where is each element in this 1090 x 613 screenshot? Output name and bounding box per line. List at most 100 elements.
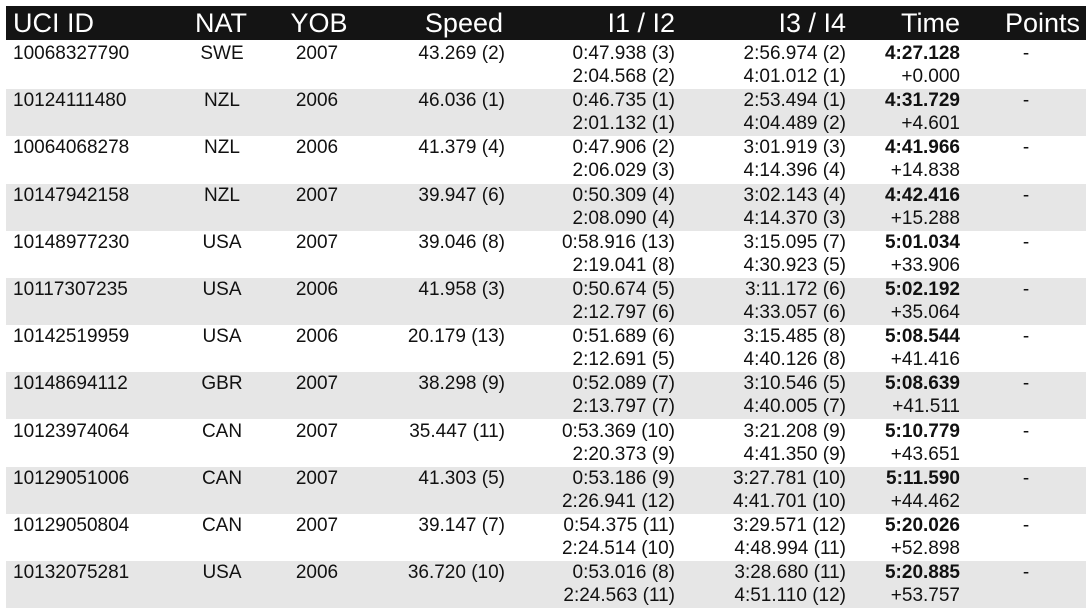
speed-cell: 39.046 (8)	[418, 231, 505, 253]
intermediate-3-cell: 3:02.143 (4)	[743, 184, 846, 206]
table-row: 10147942158 NZL 2007 39.947 (6) 0:50.309 (4)…	[6, 183, 1086, 231]
nat-cell: NZL	[204, 137, 240, 159]
intermediate-2-cell: 2:20.373 (9)	[572, 443, 675, 465]
uci-id-cell: 10129051006	[13, 467, 130, 489]
speed-cell: 43.269 (2)	[418, 43, 505, 64]
gap-cell: +35.064	[890, 302, 960, 323]
header-speed: Speed	[424, 8, 503, 38]
table-row: 10129051006 CAN 2007 41.303 (5) 0:53.186 (9)…	[6, 466, 1086, 514]
speed-cell: 36.720 (10)	[407, 562, 505, 584]
intermediate-4-cell: 4:14.396 (4)	[743, 160, 846, 182]
speed-cell: 38.298 (9)	[418, 373, 505, 395]
intermediate-3-cell: 2:53.494 (1)	[743, 90, 846, 112]
table-row: 10064068278 NZL 2006 41.379 (4) 0:47.906 (2)…	[6, 136, 1086, 183]
yob-cell: 2007	[295, 515, 339, 536]
yob-cell: 2006	[295, 326, 339, 348]
intermediate-4-cell: 4:41.701 (10)	[732, 490, 846, 512]
yob-cell: 2007	[295, 420, 339, 442]
gap-cell: +53.757	[890, 585, 960, 607]
intermediate-1-cell: 0:50.309 (4)	[572, 184, 675, 206]
uci-id-cell: 10148977230	[13, 231, 130, 253]
time-cell: 4:31.729	[884, 90, 960, 112]
yob-cell: 2006	[295, 90, 339, 112]
yob-cell: 2007	[295, 184, 339, 206]
yob-cell: 2006	[295, 137, 339, 159]
intermediate-2-cell: 2:19.041 (8)	[572, 254, 675, 276]
points-cell: -	[1022, 420, 1030, 442]
intermediate-3-cell: 3:28.680 (11)	[734, 562, 846, 584]
speed-cell: 41.379 (4)	[418, 137, 505, 159]
header-i1-i2: I1 / I2	[607, 8, 675, 38]
table-row: 10148977230 USA 2007 39.046 (8) 0:58.916 (13…	[6, 231, 1086, 278]
intermediate-4-cell: 4:30.923 (5)	[743, 254, 846, 276]
intermediate-4-cell: 4:51.110 (12)	[734, 585, 846, 607]
intermediate-1-cell: 0:58.916 (13)	[561, 231, 675, 253]
yob-cell: 2007	[295, 43, 339, 64]
nat-cell: SWE	[200, 43, 244, 64]
nat-cell: USA	[202, 231, 242, 253]
speed-cell: 39.147 (7)	[418, 515, 505, 536]
uci-id-cell: 10068327790	[13, 43, 130, 64]
gap-cell: +33.906	[890, 254, 960, 276]
header-i3-i4: I3 / I4	[778, 8, 846, 38]
intermediate-1-cell: 0:47.906 (2)	[572, 137, 675, 159]
intermediate-3-cell: 3:21.208 (9)	[743, 420, 846, 442]
time-cell: 4:27.128	[884, 43, 960, 64]
intermediate-2-cell: 2:08.090 (4)	[572, 207, 675, 229]
intermediate-2-cell: 2:12.797 (6)	[572, 302, 675, 323]
uci-id-cell: 10142519959	[13, 326, 130, 348]
intermediate-3-cell: 3:15.485 (8)	[743, 326, 846, 348]
time-cell: 5:08.544	[884, 326, 960, 348]
table-row: 10129050804 CAN 2007 39.147 (7) 0:54.375 (11…	[6, 514, 1086, 561]
gap-cell: +44.462	[890, 490, 960, 512]
time-cell: 5:20.885	[884, 562, 960, 584]
table-row: 10068327790 SWE 2007 43.269 (2) 0:47.938 (3)…	[6, 42, 1086, 89]
points-cell: -	[1022, 231, 1030, 253]
intermediate-1-cell: 0:53.186 (9)	[572, 467, 675, 489]
uci-id-cell: 10147942158	[13, 184, 130, 206]
intermediate-4-cell: 4:48.994 (11)	[734, 538, 846, 559]
nat-cell: GBR	[201, 373, 243, 395]
intermediate-1-cell: 0:53.016 (8)	[572, 562, 675, 584]
gap-cell: +52.898	[890, 538, 960, 559]
points-cell: -	[1022, 373, 1030, 395]
intermediate-2-cell: 2:01.132 (1)	[572, 113, 675, 135]
intermediate-4-cell: 4:04.489 (2)	[743, 113, 846, 135]
uci-id-cell: 10129050804	[13, 515, 130, 536]
time-cell: 5:08.639	[884, 373, 960, 395]
gap-cell: +0.000	[901, 66, 960, 87]
intermediate-2-cell: 2:04.568 (2)	[572, 66, 675, 87]
table-row: 10132075281 USA 2006 36.720 (10) 0:53.016 (8…	[6, 561, 1086, 609]
intermediate-2-cell: 2:13.797 (7)	[572, 396, 675, 418]
points-cell: -	[1022, 90, 1030, 112]
uci-id-cell: 10124111480	[13, 90, 127, 112]
yob-cell: 2007	[295, 231, 339, 253]
intermediate-2-cell: 2:26.941 (12)	[561, 490, 675, 512]
intermediate-4-cell: 4:14.370 (3)	[743, 207, 846, 229]
points-cell: -	[1022, 326, 1030, 348]
intermediate-4-cell: 4:40.126 (8)	[743, 349, 846, 371]
intermediate-1-cell: 0:51.689 (6)	[572, 326, 675, 348]
intermediate-3-cell: 3:11.172 (6)	[744, 279, 846, 300]
intermediate-1-cell: 0:52.089 (7)	[572, 373, 675, 395]
points-cell: -	[1022, 562, 1030, 584]
uci-id-cell: 10117307235	[13, 279, 128, 300]
intermediate-1-cell: 0:53.369 (10)	[561, 420, 675, 442]
intermediate-2-cell: 2:12.691 (5)	[572, 349, 675, 371]
intermediate-4-cell: 4:33.057 (6)	[743, 302, 846, 323]
intermediate-4-cell: 4:41.350 (9)	[743, 443, 846, 465]
table-row: 10142519959 USA 2006 20.179 (13) 0:51.689 (6…	[6, 325, 1086, 372]
points-cell: -	[1022, 184, 1030, 206]
time-cell: 5:10.779	[884, 420, 960, 442]
header-points: Points	[1004, 8, 1080, 38]
intermediate-3-cell: 3:29.571 (12)	[732, 515, 846, 536]
points-cell: -	[1022, 43, 1030, 64]
intermediate-1-cell: 0:50.674 (5)	[572, 279, 675, 300]
nat-cell: USA	[202, 326, 242, 348]
intermediate-3-cell: 2:56.974 (2)	[743, 43, 846, 64]
speed-cell: 20.179 (13)	[407, 326, 505, 348]
table-row: 10124111480 NZL 2006 46.036 (1) 0:46.735 (1)…	[6, 89, 1086, 137]
time-cell: 4:41.966	[884, 137, 960, 159]
gap-cell: +14.838	[890, 160, 960, 182]
intermediate-4-cell: 4:40.005 (7)	[743, 396, 846, 418]
